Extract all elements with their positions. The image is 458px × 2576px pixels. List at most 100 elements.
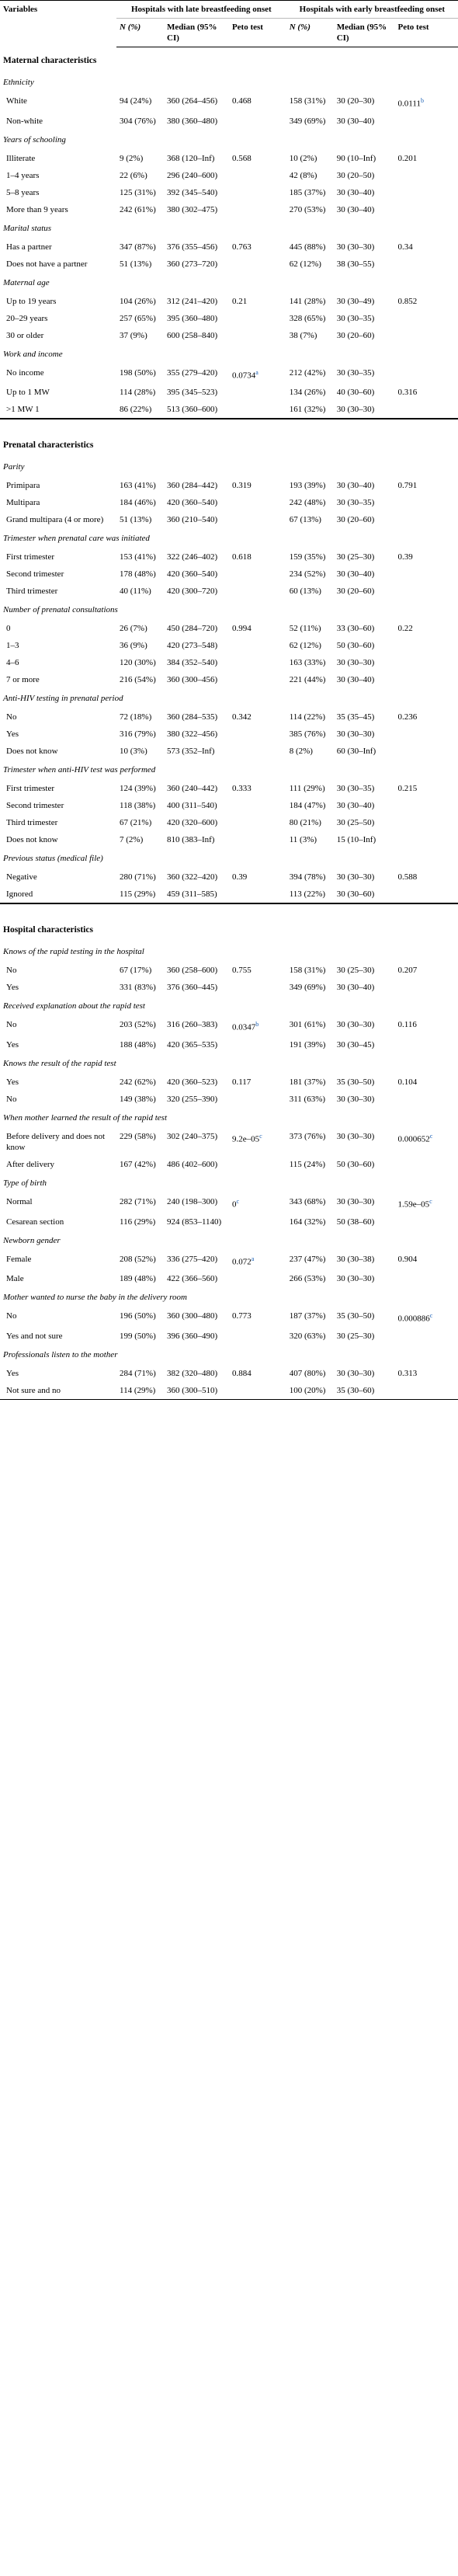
late-peto-cell: [229, 327, 286, 344]
late-median-cell: 322 (246–402): [167, 552, 218, 562]
table-row: 5–8 years 125 (31%) 392 (345–540) 185 (37%)…: [0, 184, 458, 201]
early-n-cell: 158 (31%): [289, 96, 326, 106]
early-peto-cell: [395, 654, 458, 671]
table-row: No 67 (17%) 360 (258–600) 0.755 158 (31%) 30 …: [0, 962, 458, 979]
early-median-cell: 30 (30–40): [336, 801, 375, 811]
early-peto-cell: [395, 511, 458, 528]
table-row: Not sure and no 114 (29%) 360 (300–510) 100…: [0, 1381, 458, 1400]
table-row: Illiterate 9 (2%) 368 (120–Inf) 0.568 10 (2%…: [0, 150, 458, 167]
late-median-cell: 336 (275–420): [167, 1254, 218, 1264]
early-n-cell: 141 (28%): [289, 296, 326, 306]
table-row: 7 or more 216 (54%) 360 (300–456) 221 (44%)…: [0, 671, 458, 688]
late-n-cell: 331 (83%): [120, 983, 156, 993]
early-peto-cell: 0.215: [397, 784, 418, 794]
early-n-cell: 311 (63%): [289, 1094, 326, 1104]
early-peto-header: Peto test: [394, 18, 458, 47]
footnote-marker[interactable]: c: [429, 1312, 433, 1320]
footnote-marker[interactable]: a: [255, 368, 258, 376]
late-peto-cell: [228, 1381, 286, 1400]
late-n-cell: 36 (9%): [120, 641, 147, 651]
variables-header: Variables: [0, 0, 117, 47]
late-median-cell: 384 (352–540): [167, 658, 218, 668]
late-n-cell: 72 (18%): [120, 712, 152, 722]
section-title: Maternal characteristics: [3, 56, 97, 65]
table-row: Non-white 304 (76%) 380 (360–480) 349 (69%)…: [0, 113, 458, 130]
footnote-marker[interactable]: c: [236, 1197, 239, 1205]
footnote-marker[interactable]: a: [251, 1255, 255, 1262]
early-median-cell: 30 (30–40): [336, 569, 375, 580]
early-peto-cell: [395, 979, 458, 996]
late-n-cell: 196 (50%): [120, 1311, 156, 1321]
early-peto-cell: [395, 113, 458, 130]
table-row: White 94 (24%) 360 (264–456) 0.468 158 (31%)…: [0, 92, 458, 113]
early-n-cell: 193 (39%): [289, 481, 326, 491]
early-n-cell: 52 (11%): [289, 624, 321, 634]
early-peto-cell: 0.852: [397, 296, 418, 306]
table-row: Yes 188 (48%) 420 (365–535) 191 (39%) 30 (30…: [0, 1036, 458, 1053]
late-peto-cell: 0.763: [231, 242, 252, 252]
footnote-marker[interactable]: c: [429, 1197, 432, 1205]
late-n-cell: 167 (42%): [120, 1159, 156, 1169]
early-peto-cell: 1.59e–05c: [397, 1197, 432, 1210]
early-n-cell: 185 (37%): [289, 187, 326, 197]
late-n-cell: 257 (65%): [120, 313, 156, 323]
late-n-cell: 208 (52%): [120, 1254, 156, 1264]
data-table: Variables Hospitals with late breastfeed…: [0, 0, 458, 1400]
footnote-marker[interactable]: b: [420, 97, 424, 104]
footnote-marker[interactable]: b: [255, 1021, 259, 1029]
early-n-cell: 134 (26%): [289, 388, 326, 398]
late-n-cell: 149 (38%): [120, 1094, 156, 1104]
late-median-cell: 380 (322–456): [167, 729, 218, 740]
table-row: Male 189 (48%) 422 (366–560) 266 (53%) 30 (3…: [0, 1270, 458, 1287]
late-peto-cell: 0.0347b: [231, 1021, 259, 1032]
late-peto-cell: 0.117: [231, 1077, 252, 1087]
early-peto-cell: [395, 1270, 458, 1287]
late-median-cell: 360 (258–600): [167, 966, 218, 976]
table-row: Does not have a partner 51 (13%) 360 (273–…: [0, 256, 458, 273]
late-peto-cell: [229, 1328, 286, 1345]
late-group-header: Hospitals with late breastfeeding onset: [116, 0, 286, 19]
row-label: White: [6, 96, 27, 106]
row-label: Male: [6, 1274, 24, 1284]
row-label: Grand multipara (4 or more): [6, 515, 104, 525]
late-n-cell: 178 (48%): [120, 569, 156, 580]
late-median-cell: 420 (300–720): [167, 587, 218, 597]
late-peto-cell: 0.755: [231, 966, 252, 976]
late-n-cell: 114 (29%): [116, 1381, 165, 1400]
early-peto-cell: [395, 814, 458, 831]
row-label: Third trimester: [6, 818, 58, 828]
early-n-cell: 60 (13%): [289, 587, 321, 597]
early-n-cell: 212 (42%): [289, 367, 326, 378]
late-peto-cell: 0.072a: [231, 1255, 255, 1267]
early-median-cell: 30 (30–60): [336, 889, 375, 900]
early-peto-cell: 0.116: [397, 1020, 417, 1030]
table-row: No 149 (38%) 320 (255–390) 311 (63%) 30 (30–…: [0, 1091, 458, 1108]
table-row: Multipara 184 (46%) 420 (360–540) 242 (48%)…: [0, 494, 458, 511]
late-median-cell: 355 (279–420): [167, 367, 218, 378]
early-peto-cell: 0.588: [397, 872, 418, 882]
row-label: Yes: [6, 1039, 19, 1050]
early-n-cell: 349 (69%): [289, 983, 326, 993]
group-title: Knows of the rapid testing in the hospit…: [3, 947, 144, 957]
early-n-cell: 270 (53%): [289, 204, 326, 214]
early-peto-cell: [395, 327, 458, 344]
early-peto-cell: [395, 886, 458, 903]
early-median-cell: 30 (30–35): [336, 784, 375, 794]
group-title: Number of prenatal consultations: [3, 605, 118, 615]
early-n-cell: 184 (47%): [289, 801, 326, 811]
early-n-cell: 407 (80%): [289, 1368, 326, 1378]
row-label: Third trimester: [6, 587, 58, 597]
late-peto-cell: 0.319: [231, 481, 252, 491]
footnote-marker[interactable]: c: [259, 1132, 262, 1140]
late-median-cell: 376 (355–456): [167, 242, 218, 252]
late-peto-cell: [229, 979, 286, 996]
late-median-cell: 420 (360–523): [167, 1077, 218, 1087]
group-title: Maternal age: [3, 277, 50, 287]
footnote-marker[interactable]: c: [429, 1132, 433, 1140]
early-n-cell: 181 (37%): [289, 1077, 326, 1087]
early-median-cell: 30 (25–30): [336, 552, 375, 562]
late-peto-cell: [229, 401, 286, 419]
row-label: First trimester: [6, 784, 55, 794]
early-n-cell: 10 (2%): [289, 153, 317, 163]
early-median-cell: 33 (30–60): [336, 624, 375, 634]
